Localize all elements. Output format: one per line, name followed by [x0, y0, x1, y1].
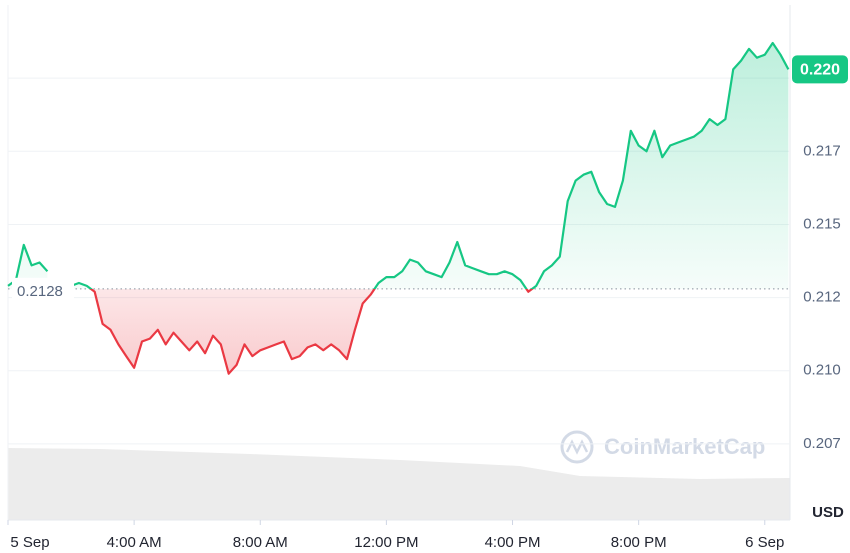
price-area	[8, 43, 789, 374]
baseline-label: 0.2128	[17, 283, 63, 300]
y-unit: USD	[812, 504, 844, 521]
x-tick-label: 8:00 AM	[233, 534, 288, 551]
watermark: CoinMarketCap	[560, 430, 765, 464]
watermark-logo	[560, 430, 594, 464]
watermark-text: CoinMarketCap	[604, 434, 765, 459]
y-tick-label: 0.207	[803, 435, 841, 452]
price-tag-label: 0.220	[800, 62, 840, 79]
price-tag	[792, 55, 848, 84]
y-tick-label: 0.215	[803, 215, 841, 232]
y-tick-label: 0.212	[803, 289, 841, 306]
x-tick-label: 4:00 AM	[107, 534, 162, 551]
volume-area	[8, 448, 790, 520]
y-tick-label: 0.210	[803, 362, 841, 379]
x-tick-label: 8:00 PM	[611, 534, 667, 551]
x-tick-label: 6 Sep	[745, 534, 784, 551]
x-tick-label: 12:00 PM	[354, 534, 418, 551]
y-tick-label: 0.217	[803, 142, 841, 159]
x-tick-label: 5 Sep	[10, 534, 49, 551]
baseline-label-bg	[12, 277, 74, 300]
x-tick-label: 4:00 PM	[485, 534, 541, 551]
watermark-logo-mark	[565, 439, 589, 455]
